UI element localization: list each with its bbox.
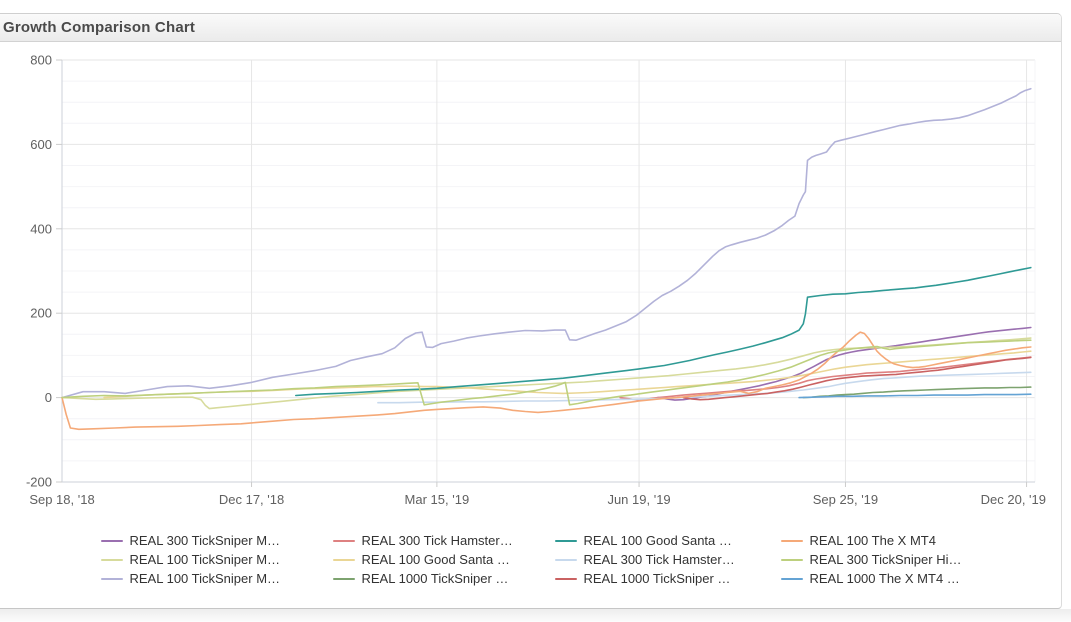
- y-axis-label: -200: [26, 475, 52, 490]
- legend-item-series-0[interactable]: REAL 300 TickSniper M…: [100, 531, 333, 550]
- x-axis-label: Sep 18, '18: [29, 492, 94, 507]
- legend-line-swatch: [780, 539, 803, 542]
- legend-item-series-11[interactable]: REAL 1000 The X MT4 …: [780, 569, 971, 588]
- series-line-2[interactable]: [61, 87, 1032, 399]
- series-line-8[interactable]: [682, 356, 1032, 401]
- legend-line-swatch: [332, 577, 355, 580]
- y-axis-label: 0: [45, 390, 52, 405]
- legend-column-3: REAL 100 Good Santa … REAL 300 Tick Hamst…: [554, 531, 781, 588]
- legend-item-series-9[interactable]: REAL 100 The X MT4: [780, 531, 971, 550]
- legend-label: REAL 100 TickSniper M…: [129, 571, 281, 586]
- legend-column-2: REAL 300 Tick Hamster… REAL 100 Good Sant…: [332, 531, 555, 588]
- legend-line-swatch: [780, 577, 803, 580]
- series-line-4[interactable]: [103, 350, 1032, 399]
- legend-item-series-6[interactable]: REAL 100 Good Santa …: [554, 531, 781, 550]
- legend-label: REAL 100 TickSniper M…: [129, 552, 281, 567]
- series-line-9[interactable]: [61, 331, 1032, 431]
- y-axis-label: 200: [30, 306, 52, 321]
- legend-item-series-10[interactable]: REAL 300 TickSniper Hi…: [780, 550, 971, 569]
- x-axis-label: Jun 19, '19: [607, 492, 670, 507]
- legend-label: REAL 1000 The X MT4 …: [809, 571, 960, 586]
- legend-line-swatch: [100, 558, 123, 561]
- legend-label: REAL 300 TickSniper Hi…: [809, 552, 962, 567]
- legend-item-series-7[interactable]: REAL 300 Tick Hamster…: [554, 550, 781, 569]
- y-axis-label: 600: [30, 137, 52, 152]
- legend-line-swatch: [554, 558, 577, 561]
- legend-label: REAL 100 Good Santa …: [361, 552, 510, 567]
- series-line-6[interactable]: [294, 266, 1032, 397]
- x-axis-label: Dec 20, '19: [981, 492, 1046, 507]
- legend-item-series-4[interactable]: REAL 100 Good Santa …: [332, 550, 555, 569]
- panel-bottom-shadow: [0, 609, 1071, 622]
- legend-label: REAL 1000 TickSniper …: [583, 571, 731, 586]
- x-axis-label: Sep 25, '19: [813, 492, 878, 507]
- x-axis-label: Dec 17, '18: [219, 492, 284, 507]
- legend-label: REAL 300 Tick Hamster…: [583, 552, 735, 567]
- legend-label: REAL 100 Good Santa …: [583, 533, 732, 548]
- legend-label: REAL 300 Tick Hamster…: [361, 533, 513, 548]
- x-axis-label: Mar 15, '19: [405, 492, 470, 507]
- legend-item-series-1[interactable]: REAL 100 TickSniper M…: [100, 550, 333, 569]
- legend-column-1: REAL 300 TickSniper M… REAL 100 TickSnipe…: [100, 531, 333, 588]
- legend-item-series-2[interactable]: REAL 100 TickSniper M…: [100, 569, 333, 588]
- legend-label: REAL 100 The X MT4: [809, 533, 936, 548]
- chart-title: Growth Comparison Chart: [3, 19, 196, 36]
- legend-line-swatch: [100, 539, 123, 542]
- legend-line-swatch: [780, 558, 803, 561]
- series-line-5[interactable]: [802, 386, 1032, 399]
- legend-label: REAL 300 TickSniper M…: [129, 533, 281, 548]
- legend-line-swatch: [100, 577, 123, 580]
- series-line-3[interactable]: [619, 356, 1032, 401]
- legend-line-swatch: [332, 539, 355, 542]
- legend-column-4: REAL 100 The X MT4 REAL 300 TickSniper Hi…: [780, 531, 971, 588]
- panel-title-bar: Growth Comparison Chart: [0, 14, 1061, 42]
- legend-line-swatch: [554, 539, 577, 542]
- y-axis-label: 800: [30, 53, 52, 68]
- chart-panel: Growth Comparison Chart: [0, 13, 1062, 609]
- chart-legend: REAL 300 TickSniper M… REAL 100 TickSnipe…: [0, 531, 1071, 588]
- series-line-1[interactable]: [61, 337, 1032, 410]
- y-axis-label: 400: [30, 221, 52, 236]
- series-line-10[interactable]: [61, 339, 1032, 406]
- legend-item-series-5[interactable]: REAL 1000 TickSniper …: [332, 569, 555, 588]
- legend-line-swatch: [332, 558, 355, 561]
- legend-line-swatch: [554, 577, 577, 580]
- legend-item-series-3[interactable]: REAL 300 Tick Hamster…: [332, 531, 555, 550]
- legend-item-series-8[interactable]: REAL 1000 TickSniper …: [554, 569, 781, 588]
- series-line-11[interactable]: [798, 393, 1032, 399]
- legend-label: REAL 1000 TickSniper …: [361, 571, 509, 586]
